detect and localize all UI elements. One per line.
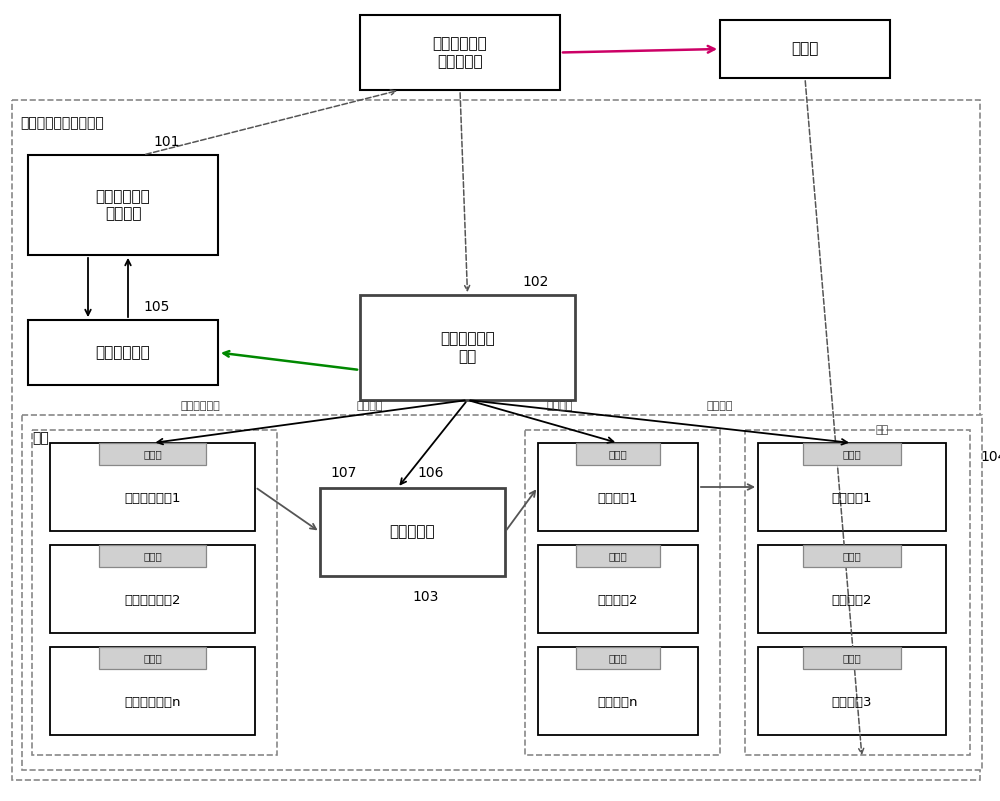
Text: 103: 103 (413, 590, 439, 604)
Text: 派送终端3: 派送终端3 (832, 695, 872, 709)
Text: 配货终端n: 配货终端n (598, 695, 638, 709)
Bar (758, 443, 946, 531)
Bar (28, 155, 218, 255)
Bar (745, 430, 970, 755)
Text: 配货任务: 配货任务 (547, 401, 573, 411)
Text: 货架子系统: 货架子系统 (390, 525, 435, 540)
Text: 派送员: 派送员 (843, 449, 861, 459)
Bar (99, 647, 206, 669)
Text: 加工员: 加工员 (143, 449, 162, 459)
Text: 101: 101 (153, 135, 180, 149)
Text: 商品对象信息
提交模块: 商品对象信息 提交模块 (96, 189, 150, 221)
Text: 加工制作任务: 加工制作任务 (180, 401, 220, 411)
Text: 105: 105 (143, 300, 169, 314)
Text: 加工制作终端n: 加工制作终端n (124, 695, 181, 709)
Bar (538, 443, 698, 531)
Bar (525, 430, 720, 755)
Bar (22, 415, 982, 770)
Bar (803, 443, 901, 465)
Bar (28, 320, 218, 385)
Text: 配货员: 配货员 (609, 653, 627, 663)
Bar (576, 443, 660, 465)
Text: 加工员: 加工员 (143, 653, 162, 663)
Text: 订单路由处理
模块: 订单路由处理 模块 (440, 332, 495, 364)
Text: 107: 107 (330, 466, 356, 480)
Bar (720, 20, 890, 78)
Text: 配货任务: 配货任务 (357, 401, 383, 411)
Bar (576, 545, 660, 567)
Bar (803, 545, 901, 567)
Text: 配货终端2: 配货终端2 (598, 594, 638, 606)
Bar (99, 545, 206, 567)
Bar (360, 295, 575, 400)
Bar (360, 15, 560, 90)
Text: 加工制作终端2: 加工制作终端2 (124, 594, 181, 606)
Text: 加工制作终端1: 加工制作终端1 (124, 492, 181, 505)
Bar (99, 443, 206, 465)
Bar (50, 545, 255, 633)
Bar (758, 545, 946, 633)
Text: 派送员: 派送员 (843, 551, 861, 561)
Bar (538, 647, 698, 735)
Text: 配货员: 配货员 (609, 449, 627, 459)
Text: 派送终端1: 派送终端1 (832, 492, 872, 505)
Text: 106: 106 (418, 466, 444, 480)
Text: 配货终端1: 配货终端1 (598, 492, 638, 505)
Bar (50, 647, 255, 735)
Text: 派送员: 派送员 (843, 653, 861, 663)
Text: 派送任务: 派送任务 (707, 401, 733, 411)
Bar (758, 647, 946, 735)
Bar (538, 545, 698, 633)
Text: 发布渠道服务
器（多个）: 发布渠道服务 器（多个） (433, 36, 487, 69)
Text: 厨房: 厨房 (32, 431, 49, 445)
Text: 派送终端2: 派送终端2 (832, 594, 872, 606)
Text: 派送: 派送 (875, 425, 888, 435)
Bar (12, 100, 980, 780)
Bar (50, 443, 255, 531)
Text: 消费者: 消费者 (791, 42, 819, 57)
Text: 配货员: 配货员 (609, 551, 627, 561)
Text: 商品对象信息处理系统: 商品对象信息处理系统 (20, 116, 104, 130)
Bar (803, 647, 901, 669)
Bar (576, 647, 660, 669)
Text: 加工员: 加工员 (143, 551, 162, 561)
Text: 102: 102 (522, 275, 549, 289)
Text: 库存管理模块: 库存管理模块 (96, 345, 150, 360)
Bar (32, 430, 277, 755)
Bar (320, 488, 505, 576)
Text: 104: 104 (980, 450, 1000, 464)
